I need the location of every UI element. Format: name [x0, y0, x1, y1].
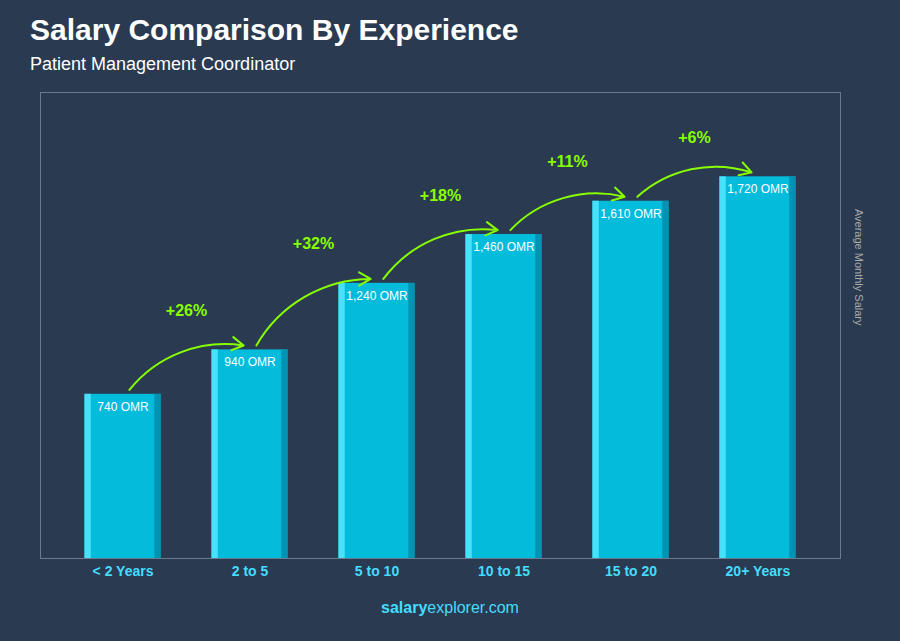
html-text:salary explorer.com: salary explorer.com [381, 599, 519, 616]
svg-text:15 to 20: 15 to 20 [605, 563, 657, 579]
svg-text:20+ Years: 20+ Years [726, 563, 791, 579]
svg-text:< 2 Years: < 2 Years [93, 563, 154, 579]
svg-text:+6%: +6% [678, 129, 710, 146]
svg-text:+18%: +18% [420, 187, 461, 204]
svg-text:Average Monthly Salary: Average Monthly Salary [853, 209, 865, 326]
svg-text:+26%: +26% [166, 302, 207, 319]
svg-text:1,610 OMR: 1,610 OMR [600, 207, 662, 221]
svg-text:1,720 OMR: 1,720 OMR [727, 182, 789, 196]
svg-text:+32%: +32% [293, 235, 334, 252]
svg-text:10 to 15: 10 to 15 [478, 563, 530, 579]
svg-text:1,460 OMR: 1,460 OMR [473, 240, 535, 254]
svg-text:2 to 5: 2 to 5 [232, 563, 269, 579]
svg-text:1,240 OMR: 1,240 OMR [346, 289, 408, 303]
html-text:Patient Management Coordinator: Patient Management Coordinator [30, 54, 296, 74]
svg-text:740 OMR: 740 OMR [97, 400, 149, 414]
svg-text:+11%: +11% [547, 153, 587, 170]
svg-text:5 to 10: 5 to 10 [355, 563, 400, 579]
html-text:Salary Comparison By Experienc: Salary Comparison By Experience [30, 13, 519, 46]
svg-text:940 OMR: 940 OMR [224, 355, 276, 369]
